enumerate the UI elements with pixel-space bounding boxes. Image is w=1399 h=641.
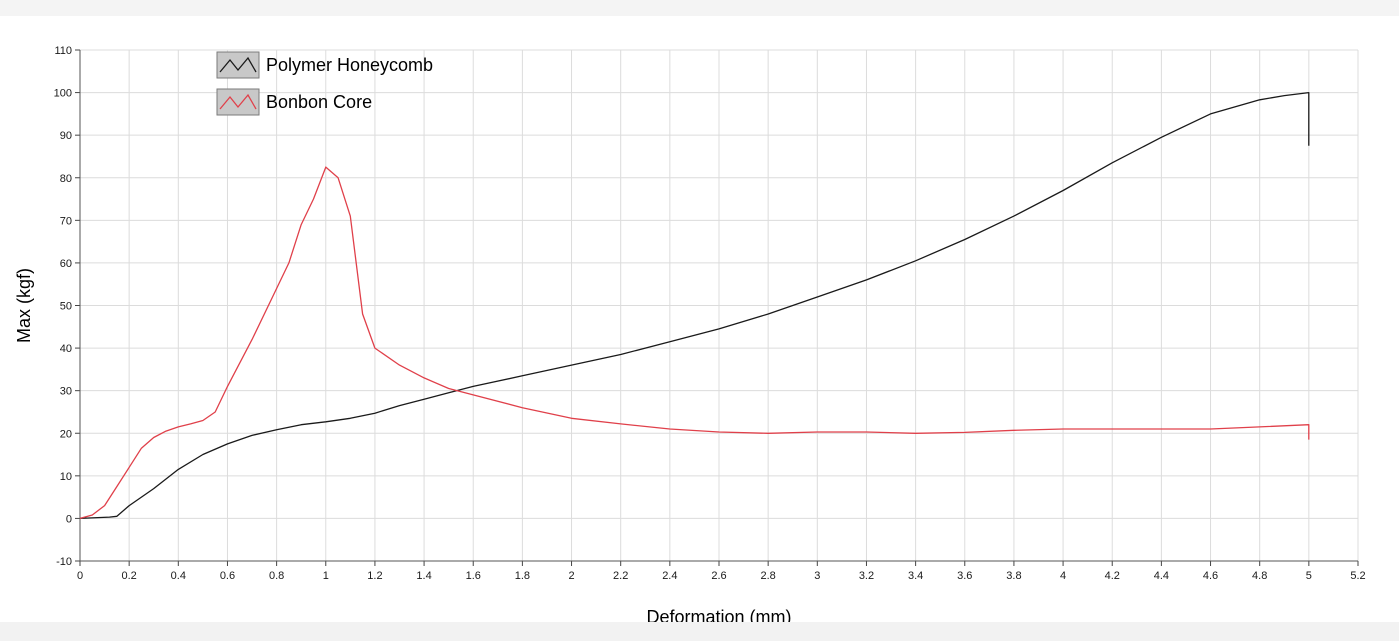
x-tick-label: 2.4 [662, 570, 677, 582]
y-tick-label: 60 [60, 258, 72, 270]
x-tick-label: 4 [1060, 570, 1066, 582]
x-tick-label: 4.4 [1154, 570, 1169, 582]
x-tick-label: 1.2 [367, 570, 382, 582]
x-tick-label: 2.2 [613, 570, 628, 582]
series [79, 91, 1310, 520]
x-tick-label: 4.2 [1105, 570, 1120, 582]
grid [79, 49, 1359, 562]
series-line-polymer-honeycomb [79, 91, 1310, 520]
legend-line-icon [219, 56, 257, 73]
x-tick-label: 2.8 [761, 570, 776, 582]
x-tick-label: 3.6 [957, 570, 972, 582]
y-tick-label: 110 [54, 45, 72, 57]
y-tick-label: 0 [66, 513, 72, 525]
legend-item: Polymer Honeycomb [216, 51, 433, 79]
y-tick-label: 80 [60, 173, 72, 185]
x-tick-label: 0.6 [220, 570, 235, 582]
x-tick-label: 3.2 [859, 570, 874, 582]
x-tick-label: 0.8 [269, 570, 284, 582]
x-tick-label: 3.4 [908, 570, 923, 582]
y-tick-label: 10 [60, 471, 72, 483]
x-tick-label: 0 [77, 570, 83, 582]
legend-item: Bonbon Core [216, 88, 372, 116]
x-tick-label: 2 [568, 570, 574, 582]
x-tick-label: 3 [814, 570, 820, 582]
x-tick-label: 1.6 [466, 570, 481, 582]
x-tick-label: 4.6 [1203, 570, 1218, 582]
x-tick-label: 5 [1306, 570, 1312, 582]
x-tick-label: 1.4 [416, 570, 431, 582]
legend: Polymer Honeycomb Bonbon Core [216, 51, 433, 116]
series-line-bonbon-core [79, 166, 1310, 520]
bottom-strip [0, 622, 1399, 641]
y-tick-label: 20 [60, 428, 72, 440]
y-tick-label: 70 [60, 215, 72, 227]
y-axis-title: Max (kgf) [14, 268, 34, 343]
legend-label: Bonbon Core [266, 92, 372, 112]
chart-figure: 0 0.2 0.4 0.6 0.8 1 1.2 1.4 1.6 1.8 2 2.2 2.4 2.6 2.8 3… [0, 16, 1399, 622]
x-axis-title: Deformation (mm) [646, 607, 791, 622]
y-tick-label: 40 [60, 343, 72, 355]
line-chart: 0 0.2 0.4 0.6 0.8 1 1.2 1.4 1.6 1.8 2 2.2 2.4 2.6 2.8 3… [14, 45, 1366, 622]
x-tick-label: 1 [323, 570, 329, 582]
x-tick-label: 2.6 [711, 570, 726, 582]
x-tick-label: 5.2 [1350, 570, 1365, 582]
x-tick-label: 0.2 [122, 570, 137, 582]
x-tick-label: 3.8 [1006, 570, 1021, 582]
x-tick-label: 1.8 [515, 570, 530, 582]
y-tick-label: -10 [56, 556, 72, 568]
legend-label: Polymer Honeycomb [266, 55, 433, 75]
y-tick-label: 90 [60, 130, 72, 142]
legend-line-icon [219, 93, 257, 110]
x-tick-label: 4.8 [1252, 570, 1267, 582]
y-tick-label: 30 [60, 386, 72, 398]
axes: 0 0.2 0.4 0.6 0.8 1 1.2 1.4 1.6 1.8 2 2.2 2.4 2.6 2.8 3… [54, 45, 1366, 582]
x-tick-label: 0.4 [171, 570, 186, 582]
y-tick-label: 100 [54, 88, 72, 100]
y-tick-label: 50 [60, 301, 72, 313]
